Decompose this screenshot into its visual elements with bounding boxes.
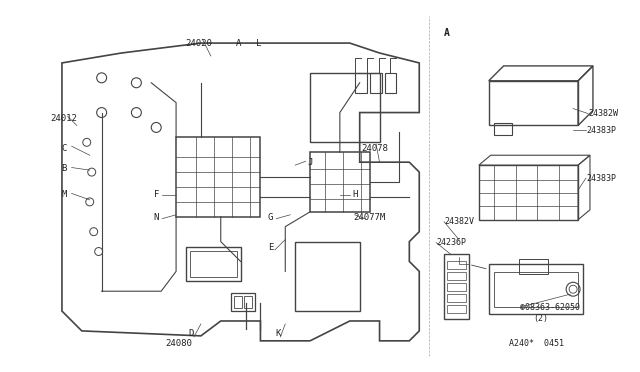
Bar <box>355 73 367 93</box>
Bar <box>234 296 241 308</box>
Bar <box>176 137 260 217</box>
Text: 24383P: 24383P <box>586 174 616 183</box>
Text: 24383P: 24383P <box>586 126 616 135</box>
Bar <box>186 247 241 281</box>
Text: A: A <box>236 39 241 48</box>
Bar <box>385 73 396 93</box>
Text: 24012: 24012 <box>51 114 77 123</box>
Bar <box>230 293 255 311</box>
Bar <box>190 250 237 277</box>
Text: G: G <box>268 213 273 222</box>
Bar <box>447 283 466 291</box>
Text: 24078: 24078 <box>361 144 388 153</box>
Text: N: N <box>154 213 159 222</box>
Bar <box>489 81 578 125</box>
Bar <box>447 262 466 269</box>
Bar <box>447 294 466 302</box>
Bar <box>447 272 466 280</box>
Bar <box>447 305 466 313</box>
Text: L: L <box>256 39 261 48</box>
Text: C: C <box>61 144 67 153</box>
Text: 24020: 24020 <box>186 39 212 48</box>
Bar <box>479 165 578 220</box>
Bar <box>518 259 548 274</box>
Text: B: B <box>61 164 67 173</box>
Text: F: F <box>154 190 159 199</box>
Text: 24236P: 24236P <box>436 238 466 247</box>
Bar <box>244 296 252 308</box>
Text: A240*  0451: A240* 0451 <box>509 339 564 348</box>
Text: 24080: 24080 <box>166 339 193 348</box>
Text: 24077M: 24077M <box>353 213 386 222</box>
Text: J: J <box>307 158 313 167</box>
Text: 24382V: 24382V <box>444 217 474 226</box>
Bar <box>370 73 381 93</box>
Text: E: E <box>268 243 273 252</box>
Bar <box>493 272 578 307</box>
Bar <box>310 152 370 212</box>
Text: A: A <box>444 28 450 38</box>
Text: 24382W: 24382W <box>588 109 618 118</box>
Text: H: H <box>352 190 357 199</box>
Text: (2): (2) <box>533 314 548 324</box>
Text: M: M <box>61 190 67 199</box>
Bar <box>493 124 511 135</box>
Text: D: D <box>188 329 194 339</box>
Text: ©08363-62050: ©08363-62050 <box>520 302 580 312</box>
Bar <box>489 264 583 314</box>
Bar <box>444 254 469 319</box>
Text: K: K <box>276 329 281 339</box>
